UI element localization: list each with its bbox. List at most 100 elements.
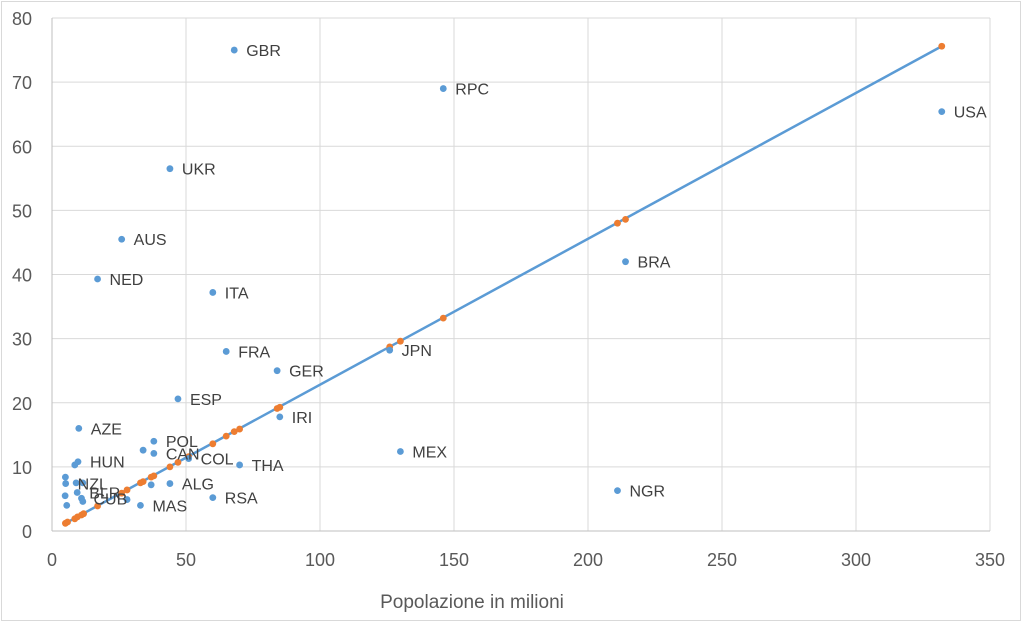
data-point xyxy=(79,498,87,505)
data-point xyxy=(386,346,394,354)
fitted-point xyxy=(209,440,217,448)
fitted-point xyxy=(150,472,158,480)
x-tick-labels: 0 50 100 150 200 250 300 350 xyxy=(47,550,1005,570)
data-point-label: HUN xyxy=(90,455,125,472)
data-point-label: MAS xyxy=(152,498,187,515)
data-point-label: CUB xyxy=(93,491,127,508)
data-point xyxy=(236,461,244,469)
fitted-point xyxy=(938,42,946,50)
fitted-point xyxy=(80,510,88,518)
data-point-label: POL xyxy=(166,434,198,451)
data-point xyxy=(397,448,404,455)
data-point-label: USA xyxy=(954,105,987,122)
y-tick-label: 0 xyxy=(22,522,32,542)
data-point-label: NGR xyxy=(629,484,665,501)
data-point xyxy=(276,413,284,421)
gridlines xyxy=(52,17,991,531)
fitted-point xyxy=(614,219,621,227)
y-tick-label: 80 xyxy=(12,9,32,29)
data-point xyxy=(150,437,158,445)
data-point xyxy=(61,492,69,500)
fitted-point xyxy=(230,428,238,436)
x-tick-label: 0 xyxy=(47,550,57,570)
data-point xyxy=(273,367,281,375)
data-point xyxy=(150,450,158,457)
data-point xyxy=(123,496,131,503)
fitted-point xyxy=(236,425,244,433)
fitted-point xyxy=(222,432,230,440)
data-point-label: ALG xyxy=(182,477,214,494)
data-point xyxy=(73,489,81,496)
fitted-point xyxy=(123,486,131,494)
fitted-point xyxy=(139,478,147,486)
fitted-point xyxy=(64,518,71,526)
x-tick-label: 200 xyxy=(573,550,603,570)
data-point-label: COL xyxy=(201,452,234,469)
fitted-points xyxy=(62,42,946,527)
data-point xyxy=(94,275,101,283)
data-point xyxy=(614,487,621,495)
data-point-label: CAN xyxy=(166,446,200,463)
data-point xyxy=(79,479,87,487)
y-tick-labels: 0 10 20 30 40 50 60 70 80 xyxy=(12,9,32,542)
y-tick-label: 10 xyxy=(12,458,32,478)
fitted-point xyxy=(397,337,404,345)
data-point-label: BLR xyxy=(89,486,120,503)
x-tick-label: 150 xyxy=(439,550,469,570)
fitted-point xyxy=(439,314,447,322)
fitted-point xyxy=(622,215,629,223)
data-point xyxy=(166,165,174,173)
data-point xyxy=(174,395,182,403)
data-point-label: NED xyxy=(110,272,144,289)
point-labels: GBR RPC USA UKR AUS BRA NED ITA FRA JPN GER ESP IRI A… xyxy=(78,43,987,515)
data-point-label: THA xyxy=(252,458,284,475)
data-point-label: BRA xyxy=(638,255,671,272)
data-point xyxy=(209,289,217,296)
x-tick-label: 100 xyxy=(305,550,335,570)
data-point xyxy=(230,46,238,54)
x-axis-title: Popolazione in milioni xyxy=(380,592,564,613)
data-point-label: GBR xyxy=(246,43,281,60)
y-tick-label: 50 xyxy=(12,201,32,221)
fitted-point xyxy=(166,463,174,471)
data-point-label: ESP xyxy=(190,392,222,409)
y-tick-label: 30 xyxy=(12,330,32,350)
data-point xyxy=(118,235,126,243)
y-tick-label: 40 xyxy=(12,266,32,286)
data-point xyxy=(72,479,80,487)
fitted-point xyxy=(118,489,126,497)
fitted-point xyxy=(174,458,182,466)
data-point xyxy=(209,494,217,502)
data-point-label: RSA xyxy=(225,491,258,508)
data-point-label: RPC xyxy=(455,82,489,99)
data-point-label: AUS xyxy=(134,232,167,249)
fitted-point xyxy=(94,502,101,510)
data-point-label: ITA xyxy=(225,285,249,302)
data-point-label: AZE xyxy=(91,421,122,438)
data-point xyxy=(63,501,71,509)
data-point-label: GER xyxy=(289,364,324,381)
data-point xyxy=(622,258,629,266)
x-tick-label: 350 xyxy=(975,550,1005,570)
actual-points xyxy=(61,46,946,509)
y-tick-label: 70 xyxy=(12,73,32,93)
data-point xyxy=(166,480,174,487)
data-point xyxy=(185,455,193,462)
data-point xyxy=(62,473,69,481)
data-point xyxy=(222,348,230,355)
x-tick-label: 50 xyxy=(176,550,196,570)
x-tick-label: 300 xyxy=(841,550,871,570)
data-point-label: UKR xyxy=(182,162,216,179)
data-point xyxy=(147,481,155,489)
data-point xyxy=(62,480,70,487)
data-point xyxy=(75,425,83,432)
data-point-label: IRI xyxy=(292,410,312,427)
data-point xyxy=(137,501,144,509)
data-point-label: JPN xyxy=(402,343,432,360)
data-point xyxy=(71,461,79,469)
y-tick-label: 20 xyxy=(12,394,32,414)
data-point-label: MEX xyxy=(412,444,447,461)
axes xyxy=(51,18,990,532)
